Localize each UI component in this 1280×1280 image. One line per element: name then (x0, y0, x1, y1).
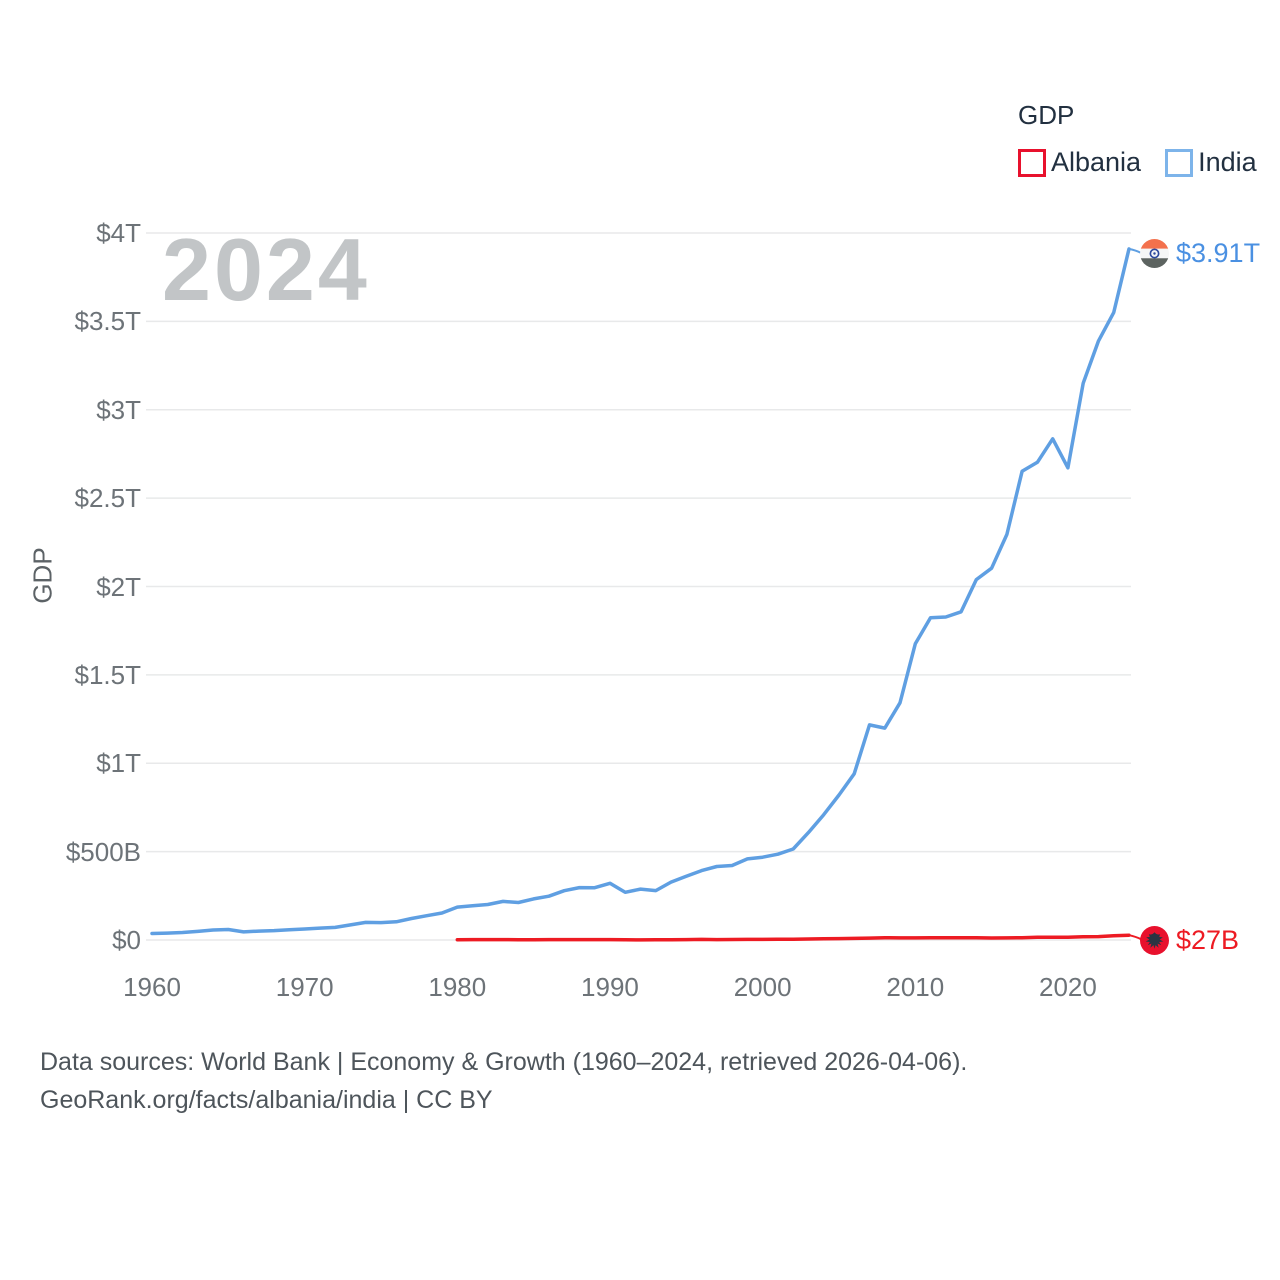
india-swatch-icon (1165, 148, 1194, 177)
albania-swatch-icon (1018, 148, 1046, 177)
y-tick-label: $4T (96, 218, 141, 248)
legend-item-albania[interactable]: Albania (1018, 147, 1141, 178)
y-tick-label: $1T (96, 748, 141, 779)
footer-data-sources: Data sources: World Bank | Economy & Gro… (40, 1048, 968, 1076)
y-tick-label: $3T (96, 394, 141, 425)
y-tick-label: $500B (65, 836, 141, 867)
legend-label-india: India (1198, 147, 1257, 177)
x-tick-label: 1980 (428, 972, 487, 1002)
legend-label-albania: Albania (1051, 147, 1142, 177)
y-tick-label: $0 (112, 925, 141, 955)
x-tick-label: 1970 (275, 972, 334, 1002)
footer-attribution-link[interactable]: GeoRank.org/facts/albania/india | CC BY (40, 1086, 493, 1114)
end-label-connector (1128, 934, 1142, 941)
legend-items: Albania India (1018, 147, 1258, 178)
series-line-india[interactable] (150, 247, 1131, 936)
india-end-label: $3.91T (1140, 238, 1260, 269)
y-tick-label: $1.5T (74, 659, 142, 690)
legend: GDP Albania India (1018, 100, 1258, 178)
albania-end-value: $27B (1176, 924, 1240, 955)
x-tick-label: 1960 (123, 972, 181, 1002)
legend-item-india[interactable]: India (1165, 147, 1257, 178)
albania-end-label: $27B (1140, 925, 1239, 956)
x-tick-label: 2010 (886, 972, 945, 1002)
watermark-year: 2024 (162, 220, 370, 319)
albania-flag-icon (1140, 925, 1169, 955)
end-label-connector (1128, 247, 1142, 254)
india-flag-icon (1140, 239, 1169, 269)
india-end-value: $3.91T (1176, 238, 1261, 269)
series-line-albania[interactable] (455, 933, 1131, 942)
x-tick-label: 2020 (1039, 972, 1097, 1002)
y-tick-label: $2.5T (74, 483, 142, 514)
x-tick-label: 2000 (733, 972, 792, 1002)
x-tick-label: 1990 (581, 972, 639, 1002)
y-tick-label: $2T (96, 571, 141, 602)
y-tick-label: $3.5T (74, 306, 142, 337)
legend-title: GDP (1018, 100, 1075, 130)
